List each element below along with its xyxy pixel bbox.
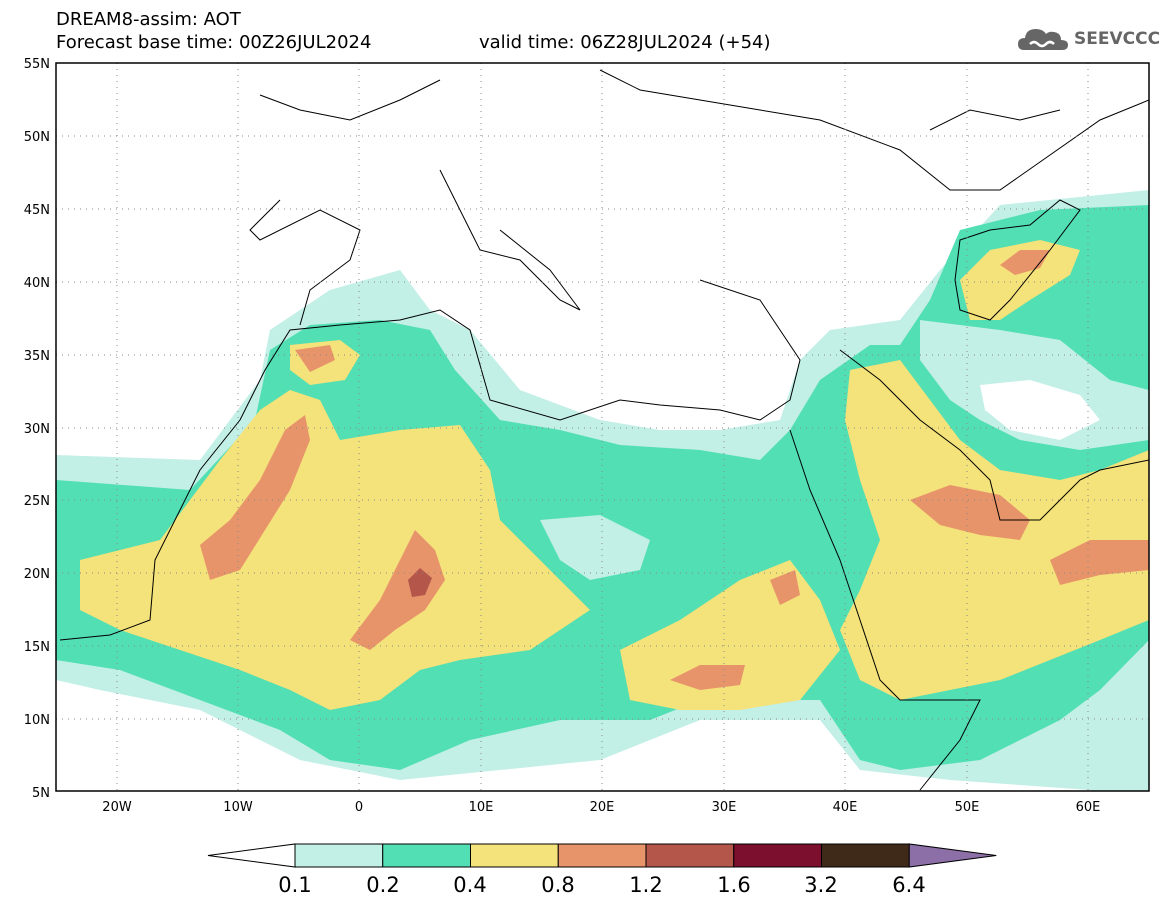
colorbar-swatch <box>382 843 471 868</box>
lon-tick: 40E <box>833 800 858 815</box>
colorbar-swatch <box>645 843 735 868</box>
lat-tick: 15N <box>24 640 50 655</box>
aot-clear-area <box>980 380 1100 440</box>
valid-time: valid time: 06Z28JUL2024 (+54) <box>479 32 771 53</box>
colorbar-label: 0.4 <box>453 873 486 897</box>
map-frame <box>55 62 1150 792</box>
colorbar-swatch <box>470 843 559 868</box>
aot-level-1.2 <box>408 568 432 597</box>
coastlines <box>59 69 1149 791</box>
aot-level-0.8-niger <box>350 530 445 650</box>
gridlines <box>56 63 1149 791</box>
lon-tick: 20W <box>102 800 132 815</box>
lon-tick: 50E <box>955 800 980 815</box>
colorbar-label: 0.8 <box>541 873 574 897</box>
lat-tick: 20N <box>24 567 50 582</box>
colorbar-label: 3.2 <box>804 873 837 897</box>
colorbar-label: 0.1 <box>278 873 311 897</box>
aot-level-0.8-morocco <box>295 345 335 372</box>
lon-tick: 20E <box>590 800 615 815</box>
lat-tick: 10N <box>24 713 50 728</box>
colorbar-label: 6.4 <box>892 873 925 897</box>
lat-tick: 55N <box>24 57 50 72</box>
lat-tick: 40N <box>24 276 50 291</box>
aot-level-0.8 <box>200 415 310 580</box>
lon-axis: 20W 10W 0 10E 20E 30E 40E 50E 60E <box>102 800 1100 815</box>
map-title: DREAM8-assim: AOT <box>56 9 241 30</box>
lat-tick: 30N <box>24 422 50 437</box>
logo-text: SEEVCCC <box>1074 29 1161 49</box>
colorbar-label: 1.6 <box>717 873 750 897</box>
aot-level-0.4-caspian <box>960 240 1080 320</box>
lat-tick: 5N <box>32 786 50 801</box>
colorbar-swatch <box>294 843 384 868</box>
lat-axis: 55N 50N 45N 40N 35N 30N 25N 20N 15N 10N … <box>24 57 50 801</box>
colorbar-arrow-low <box>207 843 296 868</box>
aot-level-0.1-sahara <box>540 515 650 580</box>
aot-level-0.4 <box>80 390 590 710</box>
aot-level-0.8-caspian <box>1000 250 1050 275</box>
colorbar-label: 1.2 <box>629 873 662 897</box>
colorbar-swatch <box>821 843 910 868</box>
colorbar-swatch <box>733 843 822 868</box>
aot-level-0.8-oman <box>1050 540 1149 585</box>
colorbar-label: 0.2 <box>366 873 399 897</box>
colorbar-arrow-high <box>908 843 997 868</box>
cloud-icon <box>1018 29 1068 50</box>
lat-tick: 45N <box>24 203 50 218</box>
colorbar-swatch <box>557 843 647 868</box>
aot-level-0.8-arabia <box>910 485 1030 540</box>
lon-tick: 30E <box>712 800 737 815</box>
colorbar-labels: 0.1 0.2 0.4 0.8 1.2 1.6 3.2 6.4 <box>278 873 925 897</box>
lon-tick: 0 <box>355 800 363 815</box>
seevccc-logo: SEEVCCC <box>1016 22 1160 56</box>
aot-shading <box>56 190 1149 791</box>
aot-level-0.8-chad <box>770 570 800 605</box>
lon-tick: 10W <box>223 800 253 815</box>
lat-tick: 25N <box>24 494 50 509</box>
lat-tick: 50N <box>24 130 50 145</box>
aot-level-0.8-sudan <box>670 665 745 690</box>
forecast-base-time: Forecast base time: 00Z26JUL2024 <box>56 32 372 53</box>
lon-tick: 10E <box>469 800 494 815</box>
lon-tick: 60E <box>1076 800 1101 815</box>
colorbar-boxes <box>207 843 997 868</box>
lat-tick: 35N <box>24 349 50 364</box>
